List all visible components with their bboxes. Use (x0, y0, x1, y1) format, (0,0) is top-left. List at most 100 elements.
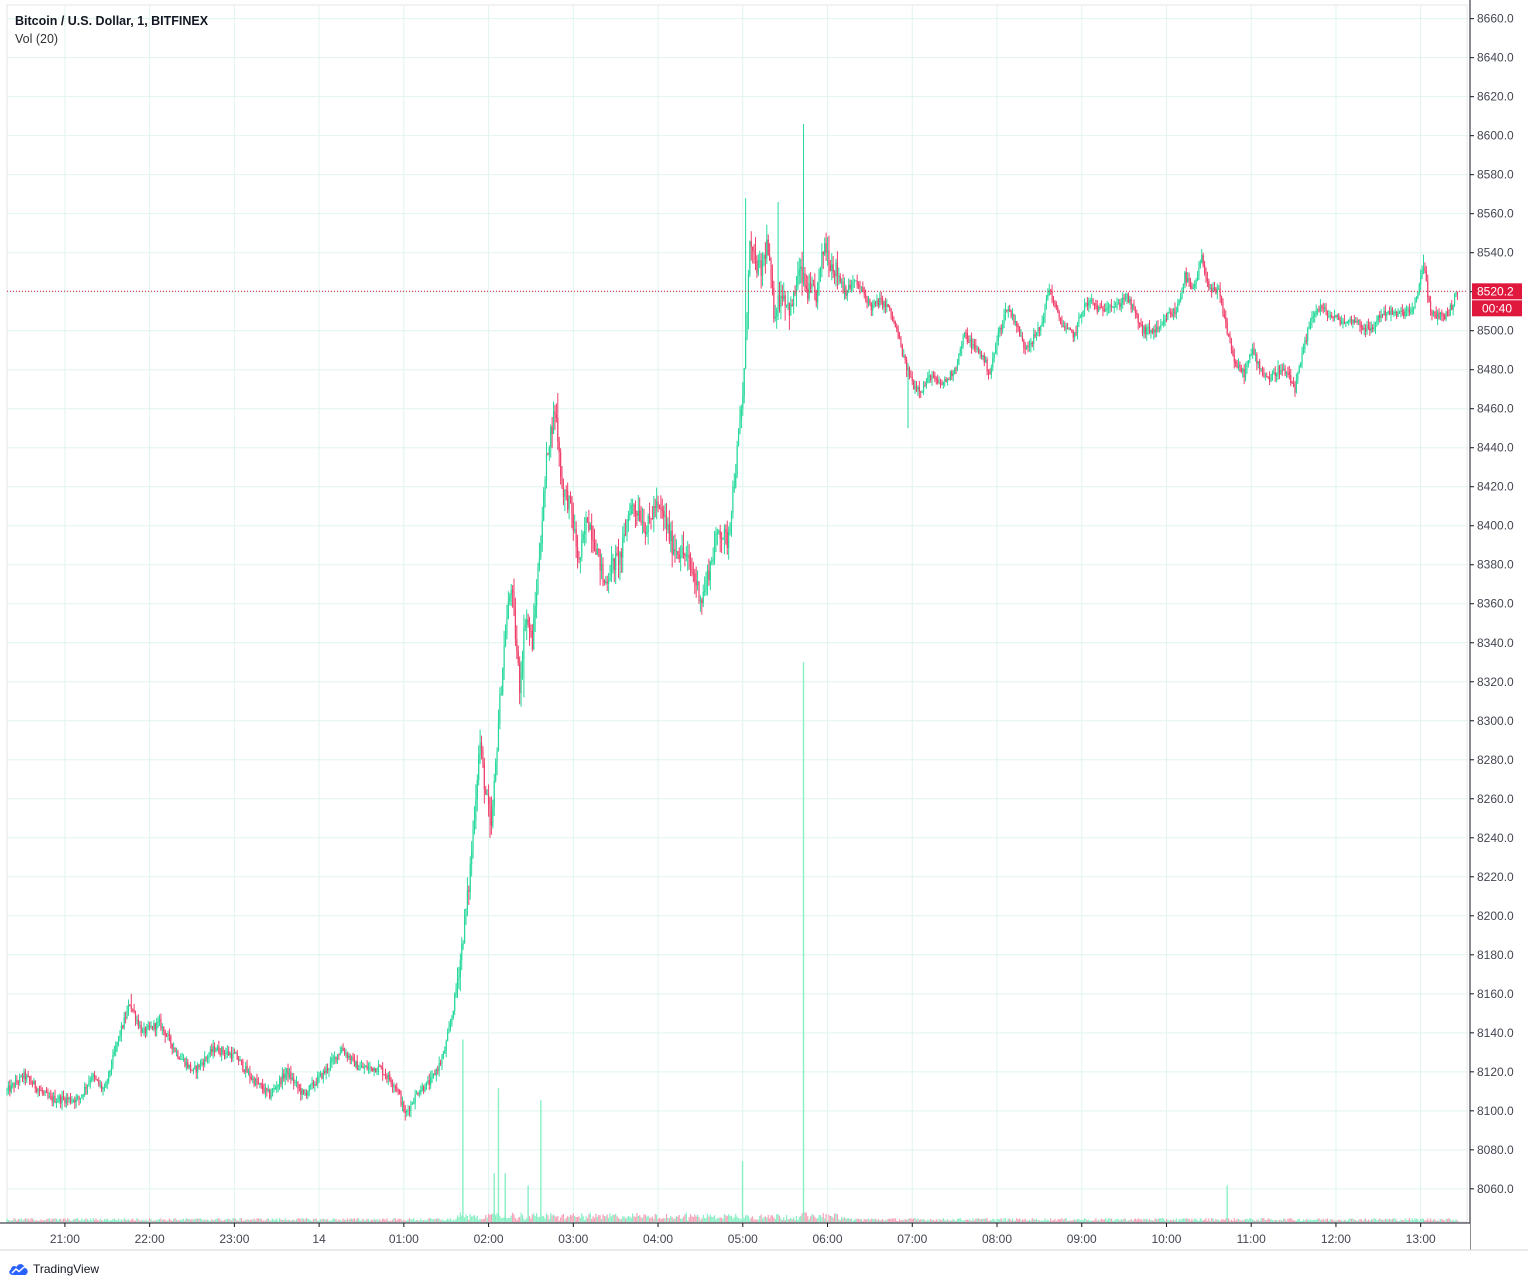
volume-bar (925, 1220, 927, 1222)
volume-indicator-label[interactable]: Vol (20) (15, 32, 59, 46)
time-axis-background (0, 1223, 1470, 1251)
volume-bar (317, 1220, 319, 1222)
candle-body (86, 1085, 89, 1089)
volume-bar (465, 1214, 467, 1222)
candle-body (274, 1087, 276, 1089)
candle-body (1455, 293, 1457, 295)
volume-bar (274, 1220, 276, 1222)
volume-bar (307, 1218, 309, 1222)
volume-bar (814, 1216, 816, 1222)
candle-body (1312, 316, 1314, 318)
candle-body (1144, 326, 1146, 335)
candle-body (1280, 370, 1282, 375)
candle-body (232, 1052, 234, 1059)
volume-bar (944, 1220, 946, 1222)
candle-body (194, 1066, 196, 1069)
candle-body (855, 280, 857, 282)
candle-body (746, 314, 748, 339)
volume-bar (633, 1216, 635, 1222)
candle-body (634, 510, 637, 514)
candle-body (38, 1089, 41, 1091)
candle-body (164, 1030, 166, 1037)
volume-bar (644, 1214, 646, 1222)
volume-bar (790, 1217, 792, 1222)
volume-bar (1322, 1218, 1324, 1222)
volume-bar (811, 1214, 813, 1222)
volume-bar (1058, 1218, 1060, 1222)
candle-body (787, 302, 789, 305)
candle-body (605, 581, 607, 583)
candle-body (1115, 306, 1117, 308)
volume-bar (356, 1218, 358, 1222)
candle-body (1322, 307, 1324, 309)
volume-bar (294, 1220, 296, 1222)
volume-bar (432, 1219, 435, 1222)
volume-bar (681, 1218, 683, 1222)
volume-bar (833, 1213, 836, 1222)
tradingview-logo[interactable]: TradingView (8, 1262, 99, 1276)
candle-body (1428, 297, 1430, 302)
last-price-badge[interactable] (1472, 283, 1522, 300)
volume-bar (1212, 1218, 1214, 1222)
volume-bar (106, 1218, 108, 1222)
candle-body (1014, 321, 1016, 323)
candle-body (290, 1072, 292, 1080)
volume-bar (428, 1218, 430, 1222)
volume-bar (1059, 1219, 1062, 1222)
candle-body (876, 299, 878, 304)
candle-body (516, 639, 518, 652)
volume-bar (730, 1215, 733, 1222)
candle-body (1209, 287, 1211, 289)
candle-body (372, 1067, 374, 1072)
volume-bar (1078, 1218, 1080, 1222)
volume-bar (503, 1217, 505, 1222)
volume-bar (997, 1219, 1000, 1222)
volume-bar (222, 1220, 224, 1222)
volume-bar (1391, 1218, 1394, 1222)
candle-body (298, 1087, 300, 1089)
symbol-title[interactable]: Bitcoin / U.S. Dollar, 1, BITFINEX (15, 14, 209, 28)
candle-body (1261, 369, 1264, 373)
volume-bar (719, 1217, 721, 1222)
volume-bar (821, 1217, 823, 1222)
volume-bar (408, 1218, 411, 1222)
volume-bar (1318, 1218, 1320, 1222)
candle-body (938, 382, 940, 384)
candle-body (62, 1096, 65, 1099)
candle-body (543, 492, 545, 521)
candle-body (1335, 315, 1337, 318)
volume-bar (1243, 1219, 1245, 1222)
volume-bar (338, 1219, 340, 1222)
candle-body (972, 344, 974, 349)
candle-body (223, 1052, 226, 1055)
volume-bar (1034, 1219, 1036, 1222)
volume-bar (978, 1218, 980, 1222)
candle-body (318, 1075, 320, 1077)
volume-bar (849, 1219, 851, 1222)
candle-body (1026, 345, 1028, 349)
volume-bar (685, 1212, 687, 1222)
volume-bar (1168, 1220, 1170, 1222)
volume-bar (1235, 1220, 1237, 1222)
volume-bar (1209, 1220, 1211, 1222)
countdown-badge (1472, 300, 1522, 317)
volume-bar (1178, 1219, 1180, 1222)
volume-bar (857, 1219, 860, 1222)
candle-body (752, 246, 754, 251)
volume-bar (1171, 1220, 1173, 1222)
volume-bar (773, 1217, 775, 1222)
candle-body (867, 299, 870, 304)
candle-body (845, 286, 847, 296)
candle-body (112, 1054, 114, 1067)
volume-bar (985, 1218, 987, 1222)
time-tick-label: 09:00 (1067, 1232, 1097, 1246)
candle-body (1239, 364, 1241, 369)
volume-bar (1031, 1218, 1033, 1222)
volume-bar (612, 1214, 614, 1222)
volume-bar (643, 1214, 645, 1222)
candle-body (167, 1034, 169, 1037)
candle-body (739, 419, 741, 434)
volume-bar (424, 1219, 426, 1222)
